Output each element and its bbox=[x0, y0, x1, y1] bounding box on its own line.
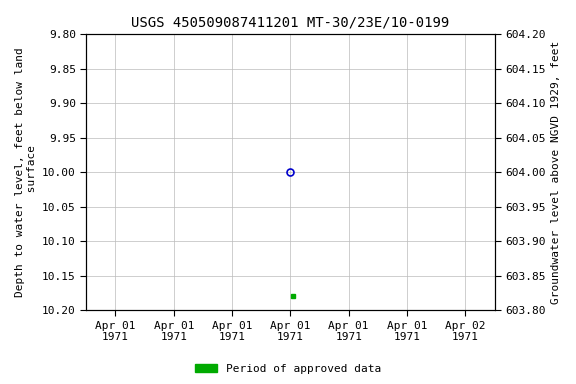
Y-axis label: Groundwater level above NGVD 1929, feet: Groundwater level above NGVD 1929, feet bbox=[551, 41, 561, 304]
Title: USGS 450509087411201 MT-30/23E/10-0199: USGS 450509087411201 MT-30/23E/10-0199 bbox=[131, 15, 449, 29]
Y-axis label: Depth to water level, feet below land
 surface: Depth to water level, feet below land su… bbox=[15, 47, 37, 297]
Legend: Period of approved data: Period of approved data bbox=[191, 359, 385, 379]
